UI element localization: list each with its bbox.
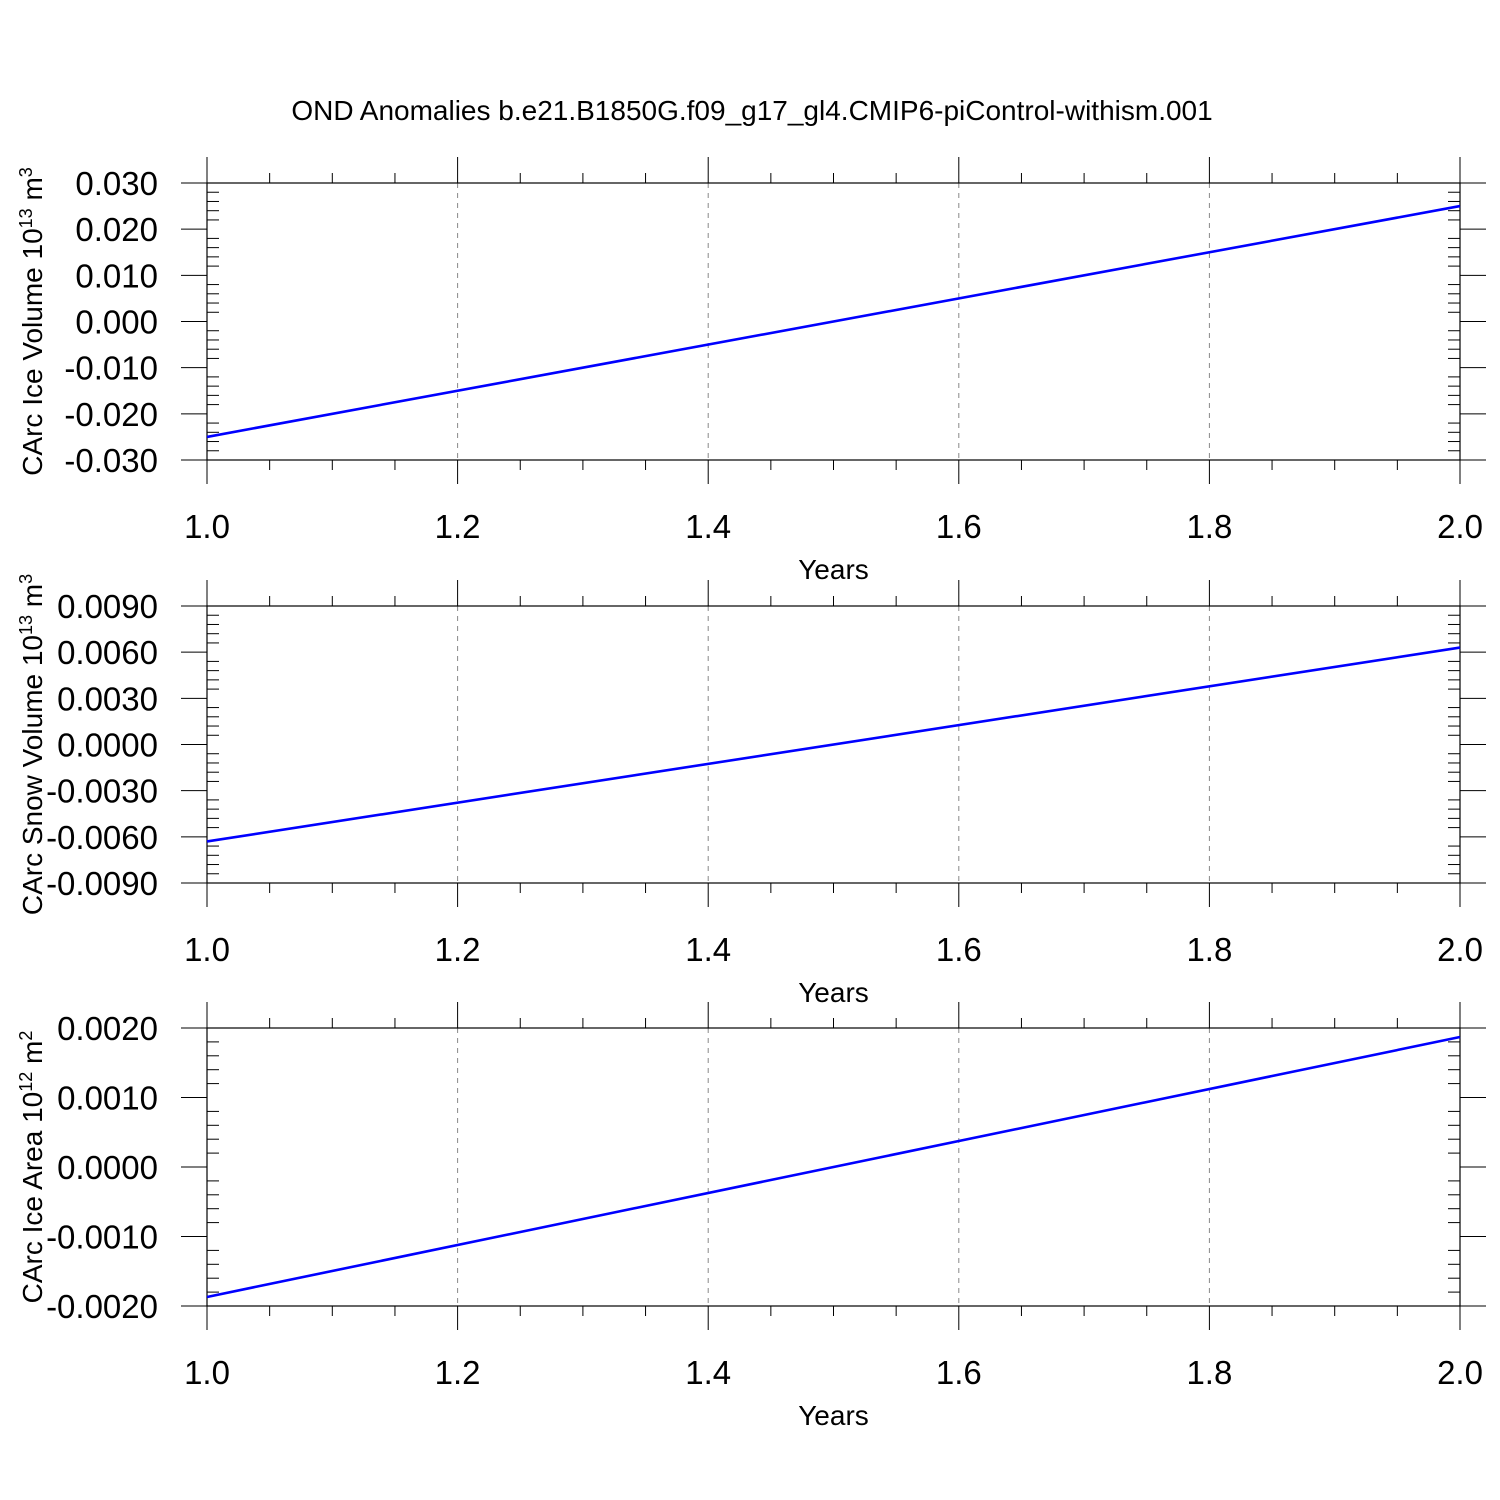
y-tick-label: 0.0030 [57, 680, 158, 717]
y-tick-label: 0.0060 [57, 634, 158, 671]
y-tick-label: -0.0020 [46, 1288, 158, 1325]
y-tick-label: 0.010 [75, 257, 158, 294]
y-tick-label: 0.0090 [57, 588, 158, 625]
x-tick-label: 1.4 [685, 508, 731, 545]
x-tick-label: 1.0 [184, 1354, 230, 1391]
x-axis-label: Years [798, 977, 869, 1008]
y-axis-label: CArc Ice Area 1012 m2 [16, 1031, 48, 1304]
y-tick-label: 0.030 [75, 165, 158, 202]
y-tick-label: 0.0000 [57, 1149, 158, 1186]
series-line-1 [206, 204, 1461, 439]
chart-panels: -0.030 -0.020 -0.010 0.000 0.010 0.020 0.030 1.… [16, 157, 1486, 1431]
series-line-1 [206, 1035, 1461, 1299]
y-tick-label: 0.020 [75, 211, 158, 248]
y-tick-label: -0.0060 [46, 819, 158, 856]
x-tick-label: 1.6 [936, 1354, 982, 1391]
x-tick-label: 1.0 [184, 931, 230, 968]
x-tick-label: 1.0 [184, 508, 230, 545]
y-tick-label: 0.000 [75, 304, 158, 341]
x-axis-label: Years [798, 1400, 869, 1431]
y-tick-label: -0.0010 [46, 1219, 158, 1256]
x-tick-label: 1.8 [1186, 931, 1232, 968]
chart-panel-3: -0.0020 -0.0010 0.0000 0.0010 0.0020 1.0 1.2 1.… [16, 1002, 1486, 1431]
x-tick-label: 1.6 [936, 931, 982, 968]
y-axis-label: CArc Snow Volume 1013 m3 [16, 574, 48, 915]
y-axis-label: CArc Ice Volume 1013 m3 [16, 167, 48, 476]
x-axis-label: Years [798, 554, 869, 585]
x-tick-label: 1.4 [685, 931, 731, 968]
series-line-1 [206, 646, 1461, 843]
x-tick-label: 1.4 [685, 1354, 731, 1391]
x-tick-label: 1.6 [936, 508, 982, 545]
x-tick-label: 1.2 [435, 508, 481, 545]
y-tick-label: 0.0000 [57, 727, 158, 764]
x-tick-label: 2.0 [1437, 1354, 1483, 1391]
y-tick-label: -0.030 [64, 442, 158, 479]
y-tick-label: 0.0010 [57, 1080, 158, 1117]
figure-title: OND Anomalies b.e21.B1850G.f09_g17_gl4.C… [291, 95, 1212, 126]
x-tick-label: 1.8 [1186, 1354, 1232, 1391]
y-tick-label: -0.020 [64, 396, 158, 433]
y-tick-label: -0.010 [64, 350, 158, 387]
chart-panel-2: -0.0090 -0.0060 -0.0030 0.0000 0.0030 0.0060 0… [16, 574, 1486, 1008]
y-tick-label: -0.0030 [46, 773, 158, 810]
chart-panel-1: -0.030 -0.020 -0.010 0.000 0.010 0.020 0.030 1.… [16, 157, 1486, 585]
y-tick-label: -0.0090 [46, 865, 158, 902]
x-tick-label: 1.2 [435, 931, 481, 968]
x-tick-label: 2.0 [1437, 931, 1483, 968]
y-tick-label: 0.0020 [57, 1010, 158, 1047]
x-tick-label: 1.8 [1186, 508, 1232, 545]
x-tick-label: 2.0 [1437, 508, 1483, 545]
x-tick-label: 1.2 [435, 1354, 481, 1391]
